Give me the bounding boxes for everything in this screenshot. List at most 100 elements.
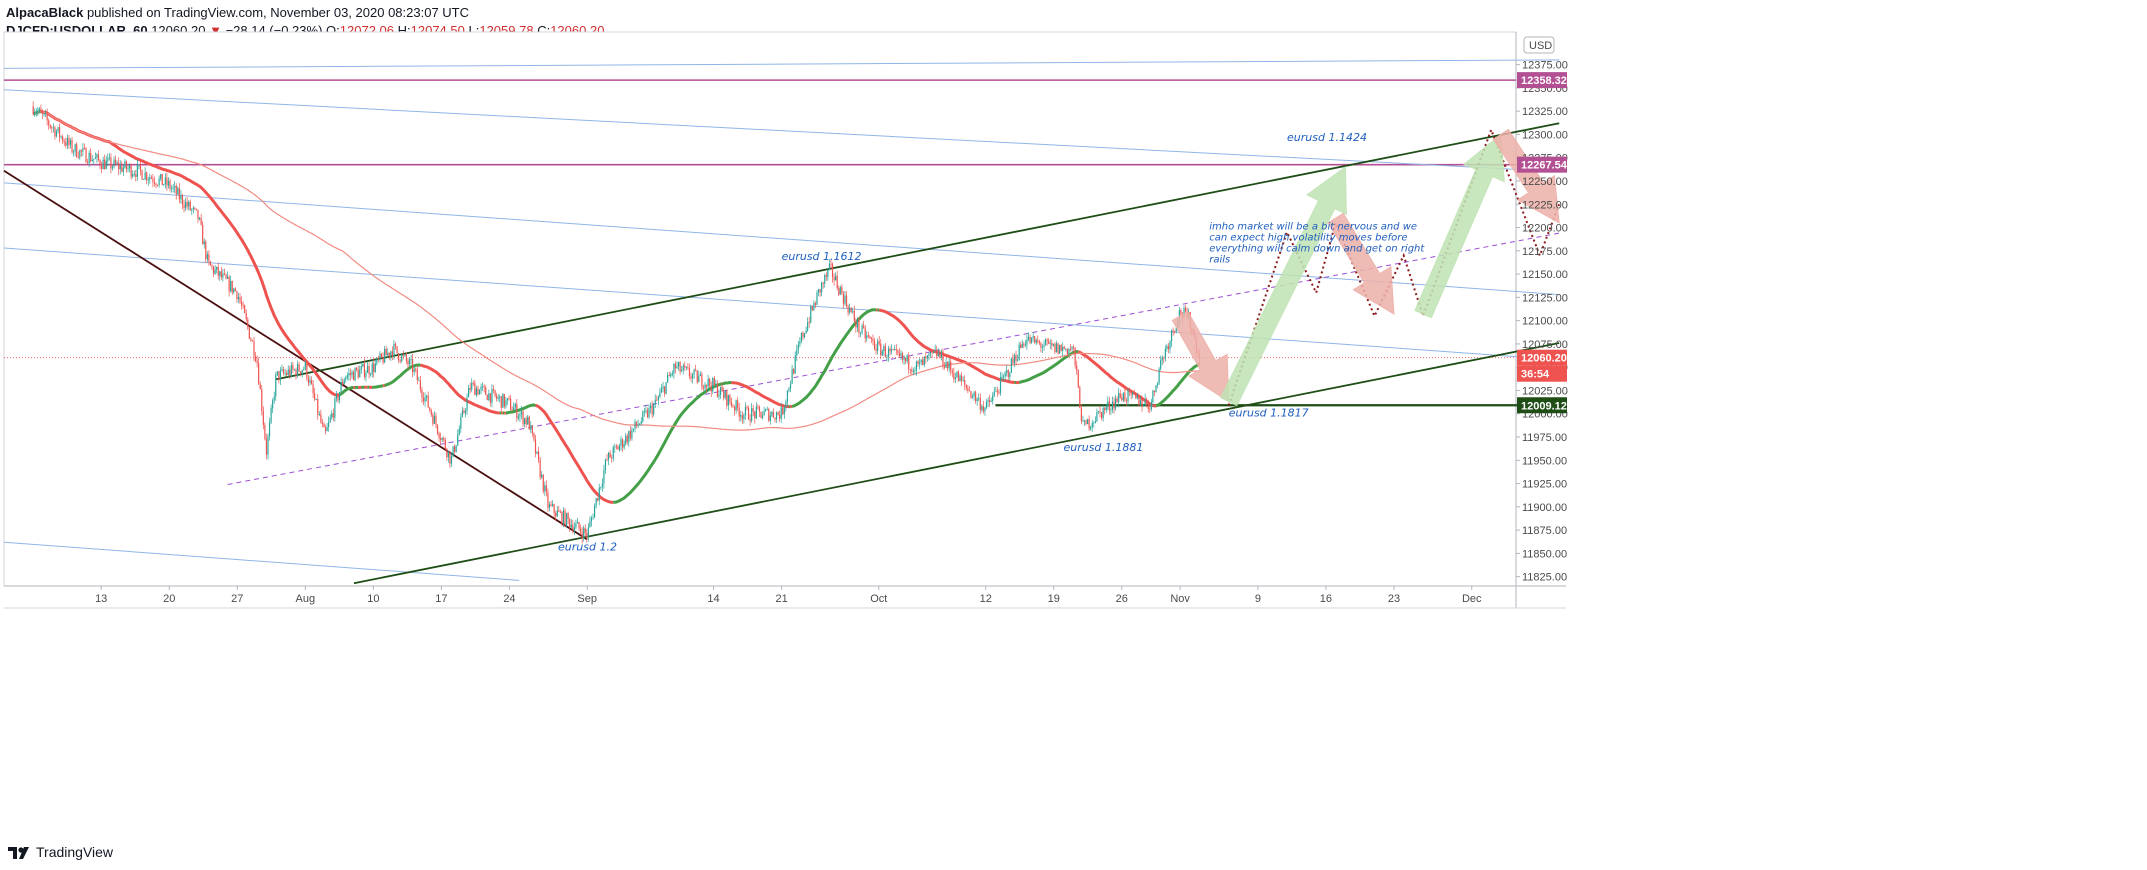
candle-body	[149, 177, 151, 180]
candle-body	[621, 439, 624, 448]
candle-body	[665, 382, 667, 394]
candle-body	[1114, 398, 1117, 409]
candle-body	[793, 369, 795, 374]
candle-body	[719, 386, 722, 395]
price-tick-label: 12325.00	[1522, 106, 1568, 118]
candle-body	[345, 377, 347, 380]
candle-body	[373, 363, 375, 372]
candle-body	[707, 378, 709, 387]
candle-body	[612, 447, 614, 459]
chart-frame	[3, 31, 1566, 609]
candle-body	[374, 363, 376, 372]
candle-body	[506, 398, 509, 401]
candle-body	[194, 207, 196, 209]
candle-body	[733, 406, 736, 411]
candle-body	[469, 388, 471, 390]
candle-body	[46, 113, 48, 121]
candle-body	[822, 282, 824, 284]
candle-body	[315, 398, 317, 400]
candle-body	[811, 306, 813, 310]
candle-body	[52, 127, 54, 129]
price-axis[interactable]: 11825.00 11850.00 11875.00 11900.00 11925.00…	[1516, 36, 1568, 584]
candle-body	[926, 355, 928, 359]
candle-body	[981, 406, 983, 410]
time-tick-label: Oct	[870, 593, 887, 605]
candle-body	[542, 474, 544, 492]
candle-body	[485, 387, 487, 395]
candle-body	[873, 340, 876, 349]
candle-body	[693, 369, 695, 375]
candle-body	[370, 374, 372, 376]
candle-body	[1054, 343, 1056, 352]
time-axis[interactable]: 13 20 27 Aug 10 17 24 Sep 14 21 Oct 12 19 26 Nov 9 16 23 D…	[95, 586, 1482, 605]
candle-body	[775, 412, 778, 420]
candle-body	[69, 140, 72, 145]
candle-body	[516, 403, 518, 419]
candle-body	[366, 365, 369, 373]
candle-body	[240, 301, 243, 306]
candle-body	[984, 407, 986, 412]
candle-body	[286, 373, 288, 375]
candle-body	[272, 400, 274, 409]
candle-body	[160, 174, 162, 179]
candle-body	[699, 374, 701, 376]
candle-body	[687, 367, 689, 369]
candle-body	[682, 365, 684, 370]
slow-moving-average	[32, 110, 1200, 431]
price-tick-label: 11825.00	[1522, 572, 1567, 584]
candle-body	[948, 361, 950, 369]
candle-body	[808, 322, 810, 323]
time-tick-label: 14	[707, 593, 719, 605]
candle-body	[223, 273, 226, 275]
candle-body	[1108, 401, 1110, 410]
candle-body	[1020, 344, 1022, 348]
candle-body	[905, 357, 907, 362]
candle-body	[677, 362, 680, 367]
candle-body	[891, 349, 893, 352]
candle-body	[884, 346, 887, 358]
candle-body	[643, 411, 645, 413]
candle-body	[1169, 341, 1171, 350]
arrow-down-1	[1171, 310, 1230, 403]
candle-body	[449, 451, 451, 464]
candle-body	[990, 400, 992, 402]
channel-midline	[227, 232, 1560, 486]
candle-body	[716, 383, 719, 397]
candle-body	[998, 392, 1000, 394]
time-tick-label: Nov	[1170, 593, 1190, 605]
candle-body	[1046, 339, 1048, 341]
candle-body	[1158, 368, 1160, 384]
candle-body	[360, 366, 362, 370]
candle-body	[968, 390, 970, 392]
candle-body	[579, 528, 582, 533]
candle-body	[760, 411, 762, 418]
fast-moving-average	[372, 384, 384, 389]
candle-body	[488, 393, 490, 401]
candle-body	[494, 390, 496, 396]
time-tick-label: 24	[503, 593, 515, 605]
candle-body	[551, 504, 554, 506]
candle-body	[1090, 426, 1092, 429]
candle-body	[310, 380, 313, 385]
candle-body	[108, 157, 110, 159]
candle-body	[418, 380, 420, 381]
candle-body	[432, 414, 434, 424]
candle-body	[631, 429, 633, 439]
candle-body	[957, 371, 960, 382]
candle-body	[500, 396, 502, 408]
candle-body	[152, 178, 154, 182]
candle-body	[454, 446, 456, 452]
candle-body	[40, 108, 42, 112]
candle-body	[839, 287, 841, 295]
candle-body	[712, 378, 714, 392]
author-name[interactable]: AlpacaBlack	[6, 5, 84, 20]
candle-body	[178, 188, 180, 200]
candle-body	[471, 382, 473, 390]
note-line-2: can expect high volatility moves before	[1209, 232, 1407, 243]
candle-body	[275, 374, 277, 397]
time-tick-label: 12	[980, 593, 992, 605]
candle-body	[228, 276, 230, 292]
candle-body	[1010, 358, 1012, 373]
candle-body	[426, 395, 428, 398]
